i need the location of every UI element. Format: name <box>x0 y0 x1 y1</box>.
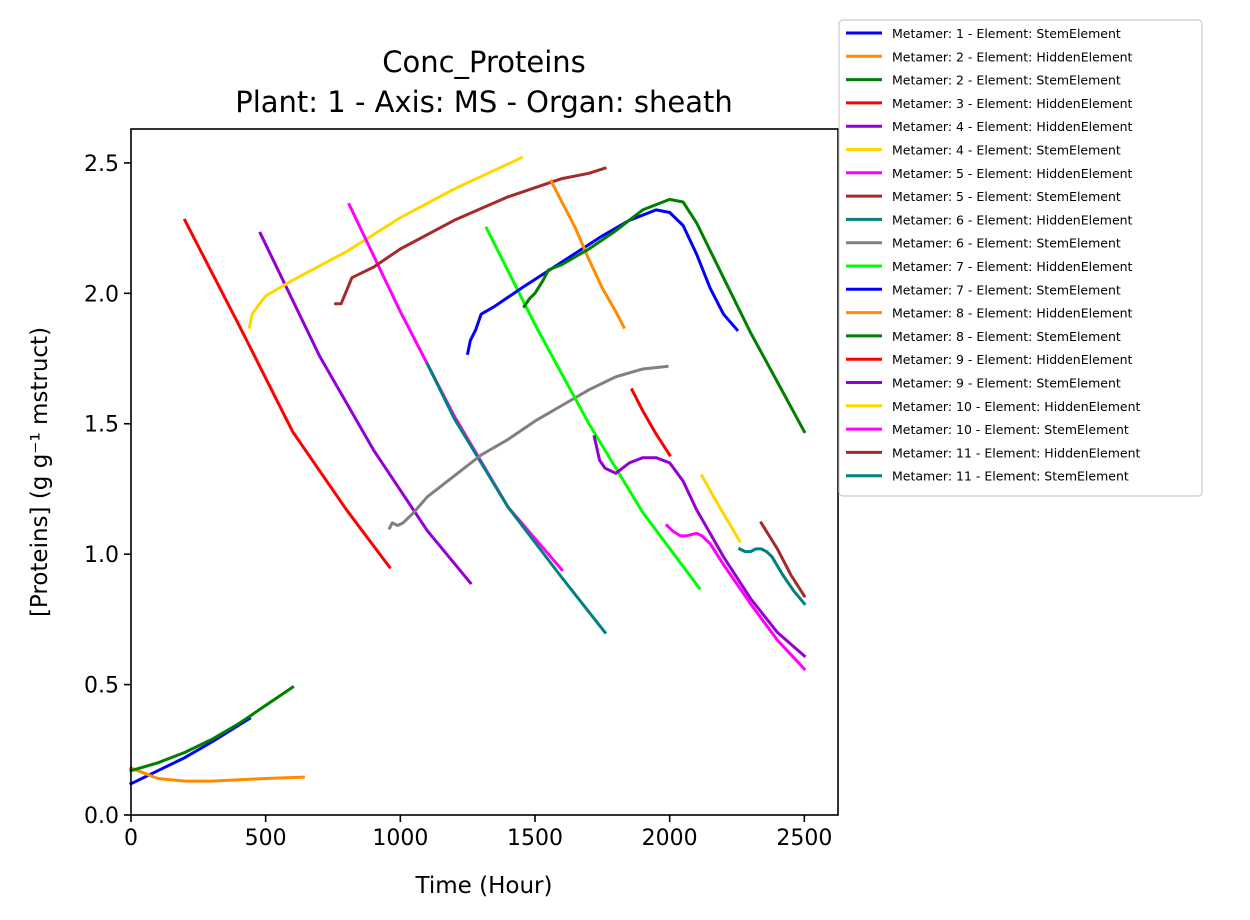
y-tick-label: 0.5 <box>84 674 119 699</box>
series-line-17 <box>699 473 742 544</box>
series-line-16 <box>592 435 807 659</box>
x-axis-label: Time (Hour) <box>415 873 553 899</box>
legend-label: Metamer: 6 - Element: StemElement <box>892 236 1121 251</box>
legend-label: Metamer: 9 - Element: HiddenElement <box>892 352 1133 367</box>
series-line-19 <box>759 520 807 598</box>
legend-label: Metamer: 5 - Element: StemElement <box>892 189 1121 204</box>
series-line-15 <box>629 387 672 458</box>
series-line-8 <box>334 166 607 306</box>
y-axis-label: [Proteins] (g g⁻¹ mstruct) <box>27 327 53 617</box>
x-tick-label: 2500 <box>776 826 832 851</box>
legend-label: Metamer: 4 - Element: StemElement <box>892 143 1121 158</box>
y-tick-label: 1.0 <box>84 543 119 568</box>
series-line-13 <box>549 179 626 330</box>
series-lines <box>128 155 807 786</box>
legend-label: Metamer: 2 - Element: StemElement <box>892 73 1121 88</box>
axes-frame <box>130 128 839 816</box>
x-tick-label: 1500 <box>507 826 563 851</box>
x-tick-label: 0 <box>124 826 138 851</box>
legend-label: Metamer: 10 - Element: HiddenElement <box>892 399 1141 414</box>
legend: Metamer: 1 - Element: StemElement Metamer… <box>838 19 1203 497</box>
y-tick-label: 0.0 <box>84 804 119 829</box>
tick-labels: 0 500 1000 1500 2000 2500 0.0 0.5 1.0 1.5 2.0 2.5 <box>84 152 832 851</box>
series-line-10 <box>387 364 669 531</box>
series-line-11 <box>484 226 702 591</box>
x-tick-label: 500 <box>245 826 287 851</box>
title-group: Conc_Proteins Plant: 1 - Axis: MS - Orga… <box>235 45 733 119</box>
legend-label: Metamer: 8 - Element: StemElement <box>892 329 1121 344</box>
plot-area <box>131 129 838 815</box>
legend-label: Metamer: 1 - Element: StemElement <box>892 26 1121 41</box>
chart-title: Conc_Proteins <box>382 45 586 79</box>
series-line-6 <box>247 155 524 329</box>
legend-label: Metamer: 7 - Element: HiddenElement <box>892 259 1133 274</box>
series-line-3 <box>129 685 295 773</box>
y-tick-label: 2.5 <box>84 152 119 177</box>
legend-label: Metamer: 9 - Element: StemElement <box>892 376 1121 391</box>
series-line-2 <box>129 766 305 783</box>
series-line-18 <box>664 523 807 672</box>
x-tick-label: 2000 <box>642 826 698 851</box>
legend-label: Metamer: 8 - Element: HiddenElement <box>892 306 1133 321</box>
x-tick-label: 1000 <box>372 826 428 851</box>
legend-label: Metamer: 5 - Element: HiddenElement <box>892 166 1133 181</box>
legend-label: Metamer: 2 - Element: HiddenElement <box>892 49 1133 64</box>
y-tick-label: 2.0 <box>84 282 119 307</box>
plot-background <box>131 129 838 815</box>
axes <box>130 128 839 816</box>
chart-subtitle: Plant: 1 - Axis: MS - Organ: sheath <box>235 85 733 119</box>
series-line-5 <box>258 231 473 586</box>
legend-label: Metamer: 7 - Element: StemElement <box>892 282 1121 297</box>
series-line-9 <box>425 361 608 635</box>
series-line-14 <box>522 197 807 434</box>
legend-box <box>838 19 1203 497</box>
y-tick-label: 1.5 <box>84 413 119 438</box>
legend-label: Metamer: 4 - Element: HiddenElement <box>892 119 1133 134</box>
legend-label: Metamer: 10 - Element: StemElement <box>892 422 1129 437</box>
series-line-12 <box>465 208 740 356</box>
series-line-20 <box>737 546 807 606</box>
legend-label: Metamer: 6 - Element: HiddenElement <box>892 212 1133 227</box>
legend-label: Metamer: 3 - Element: HiddenElement <box>892 96 1133 111</box>
legend-label: Metamer: 11 - Element: HiddenElement <box>892 445 1141 460</box>
series-line-4 <box>182 218 392 570</box>
legend-label: Metamer: 11 - Element: StemElement <box>892 469 1129 484</box>
